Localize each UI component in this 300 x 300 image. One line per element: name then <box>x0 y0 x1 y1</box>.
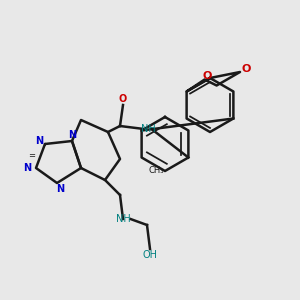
Text: N: N <box>23 163 31 173</box>
Text: O: O <box>203 71 212 82</box>
Text: N: N <box>35 136 43 146</box>
Text: N: N <box>68 130 76 140</box>
Text: O: O <box>241 64 251 74</box>
Text: NH: NH <box>116 214 130 224</box>
Text: NH: NH <box>141 124 156 134</box>
Text: CH₃: CH₃ <box>148 167 164 176</box>
Text: N: N <box>56 184 64 194</box>
Text: =: = <box>28 152 35 160</box>
Text: O: O <box>119 94 127 104</box>
Text: OH: OH <box>142 250 158 260</box>
